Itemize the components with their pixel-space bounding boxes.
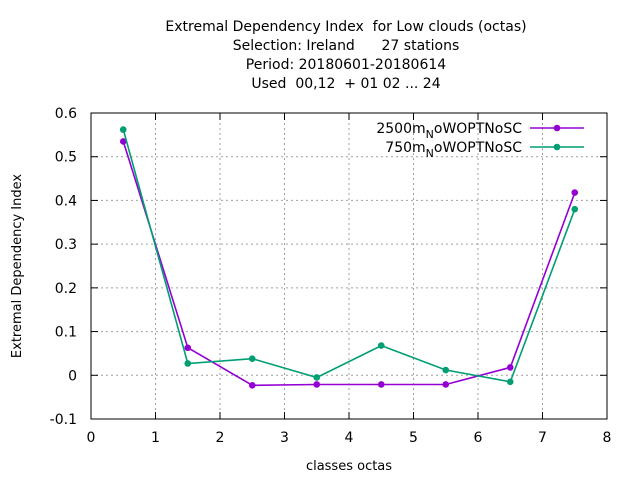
legend-label-subscript: N [426, 147, 434, 160]
data-point [119, 138, 127, 145]
legend-label-main: 2500m [376, 121, 425, 137]
data-point [442, 366, 450, 374]
data-point [377, 381, 385, 388]
chart-title: Extremal Dependency Index for Low clouds… [165, 19, 526, 92]
y-tick-label: 0.4 [55, 193, 77, 209]
series-line [122, 129, 576, 383]
x-tick-label: 8 [603, 430, 612, 446]
series-0 [119, 138, 579, 389]
data-point [313, 374, 321, 381]
data-point [248, 382, 256, 389]
legend-label: 750mNoWOPTNoSC [385, 140, 522, 160]
series-1 [119, 126, 579, 386]
data-point [571, 189, 579, 196]
legend-marker [553, 143, 561, 151]
legend-label-subscript: N [426, 128, 434, 141]
legend-label-rest: oWOPTNoSC [434, 121, 522, 137]
legend-label: 2500mNoWOPTNoSC [376, 121, 522, 141]
x-tick-label: 1 [151, 430, 160, 446]
data-point [184, 344, 192, 352]
y-tick-label: 0.1 [55, 325, 77, 341]
x-axis-label: classes octas [306, 459, 392, 474]
data-point [571, 205, 579, 213]
x-tick-label: 2 [216, 430, 225, 446]
data-point [248, 355, 256, 362]
title-line: Period: 20180601-20180614 [246, 57, 446, 73]
legend-entry: 750mNoWOPTNoSC [385, 140, 584, 160]
data-point [184, 360, 192, 367]
data-point [119, 126, 127, 133]
legend-marker [553, 124, 561, 132]
title-line: Used 00,12 + 01 02 ... 24 [251, 76, 440, 92]
x-tick-label: 6 [474, 430, 483, 446]
data-point [313, 381, 321, 388]
title-line: Extremal Dependency Index for Low clouds… [165, 19, 526, 35]
data-point [506, 364, 514, 371]
series-line [122, 141, 576, 387]
title-line: Selection: Ireland 27 stations [233, 38, 460, 54]
y-tick-label: -0.1 [50, 412, 77, 428]
legend-label-main: 750m [385, 140, 425, 156]
x-tick-label: 5 [409, 430, 418, 446]
y-tick-label: 0.5 [55, 150, 77, 166]
y-tick-label: 0.2 [55, 281, 77, 297]
y-tick-label: 0.3 [55, 237, 77, 253]
x-tick-label: 0 [87, 430, 96, 446]
x-tick-label: 3 [280, 430, 289, 446]
legend-label-rest: oWOPTNoSC [434, 140, 522, 156]
data-point [377, 342, 385, 349]
x-tick-label: 4 [345, 430, 354, 446]
legend-entry: 2500mNoWOPTNoSC [376, 121, 584, 141]
axis-ticks: 0 1 2 3 4 5 6 7 8 -0.1 0 0.1 0.2 0.3 0.4 0.5 0.6 [50, 106, 612, 446]
data-point [442, 381, 450, 388]
series-group [119, 126, 579, 389]
y-axis-label: Extremal Dependency Index [10, 174, 25, 358]
y-tick-label: 0.6 [55, 106, 77, 122]
data-point [506, 378, 514, 386]
y-tick-label: 0 [68, 368, 77, 384]
x-tick-label: 7 [538, 430, 547, 446]
grid [91, 113, 607, 419]
